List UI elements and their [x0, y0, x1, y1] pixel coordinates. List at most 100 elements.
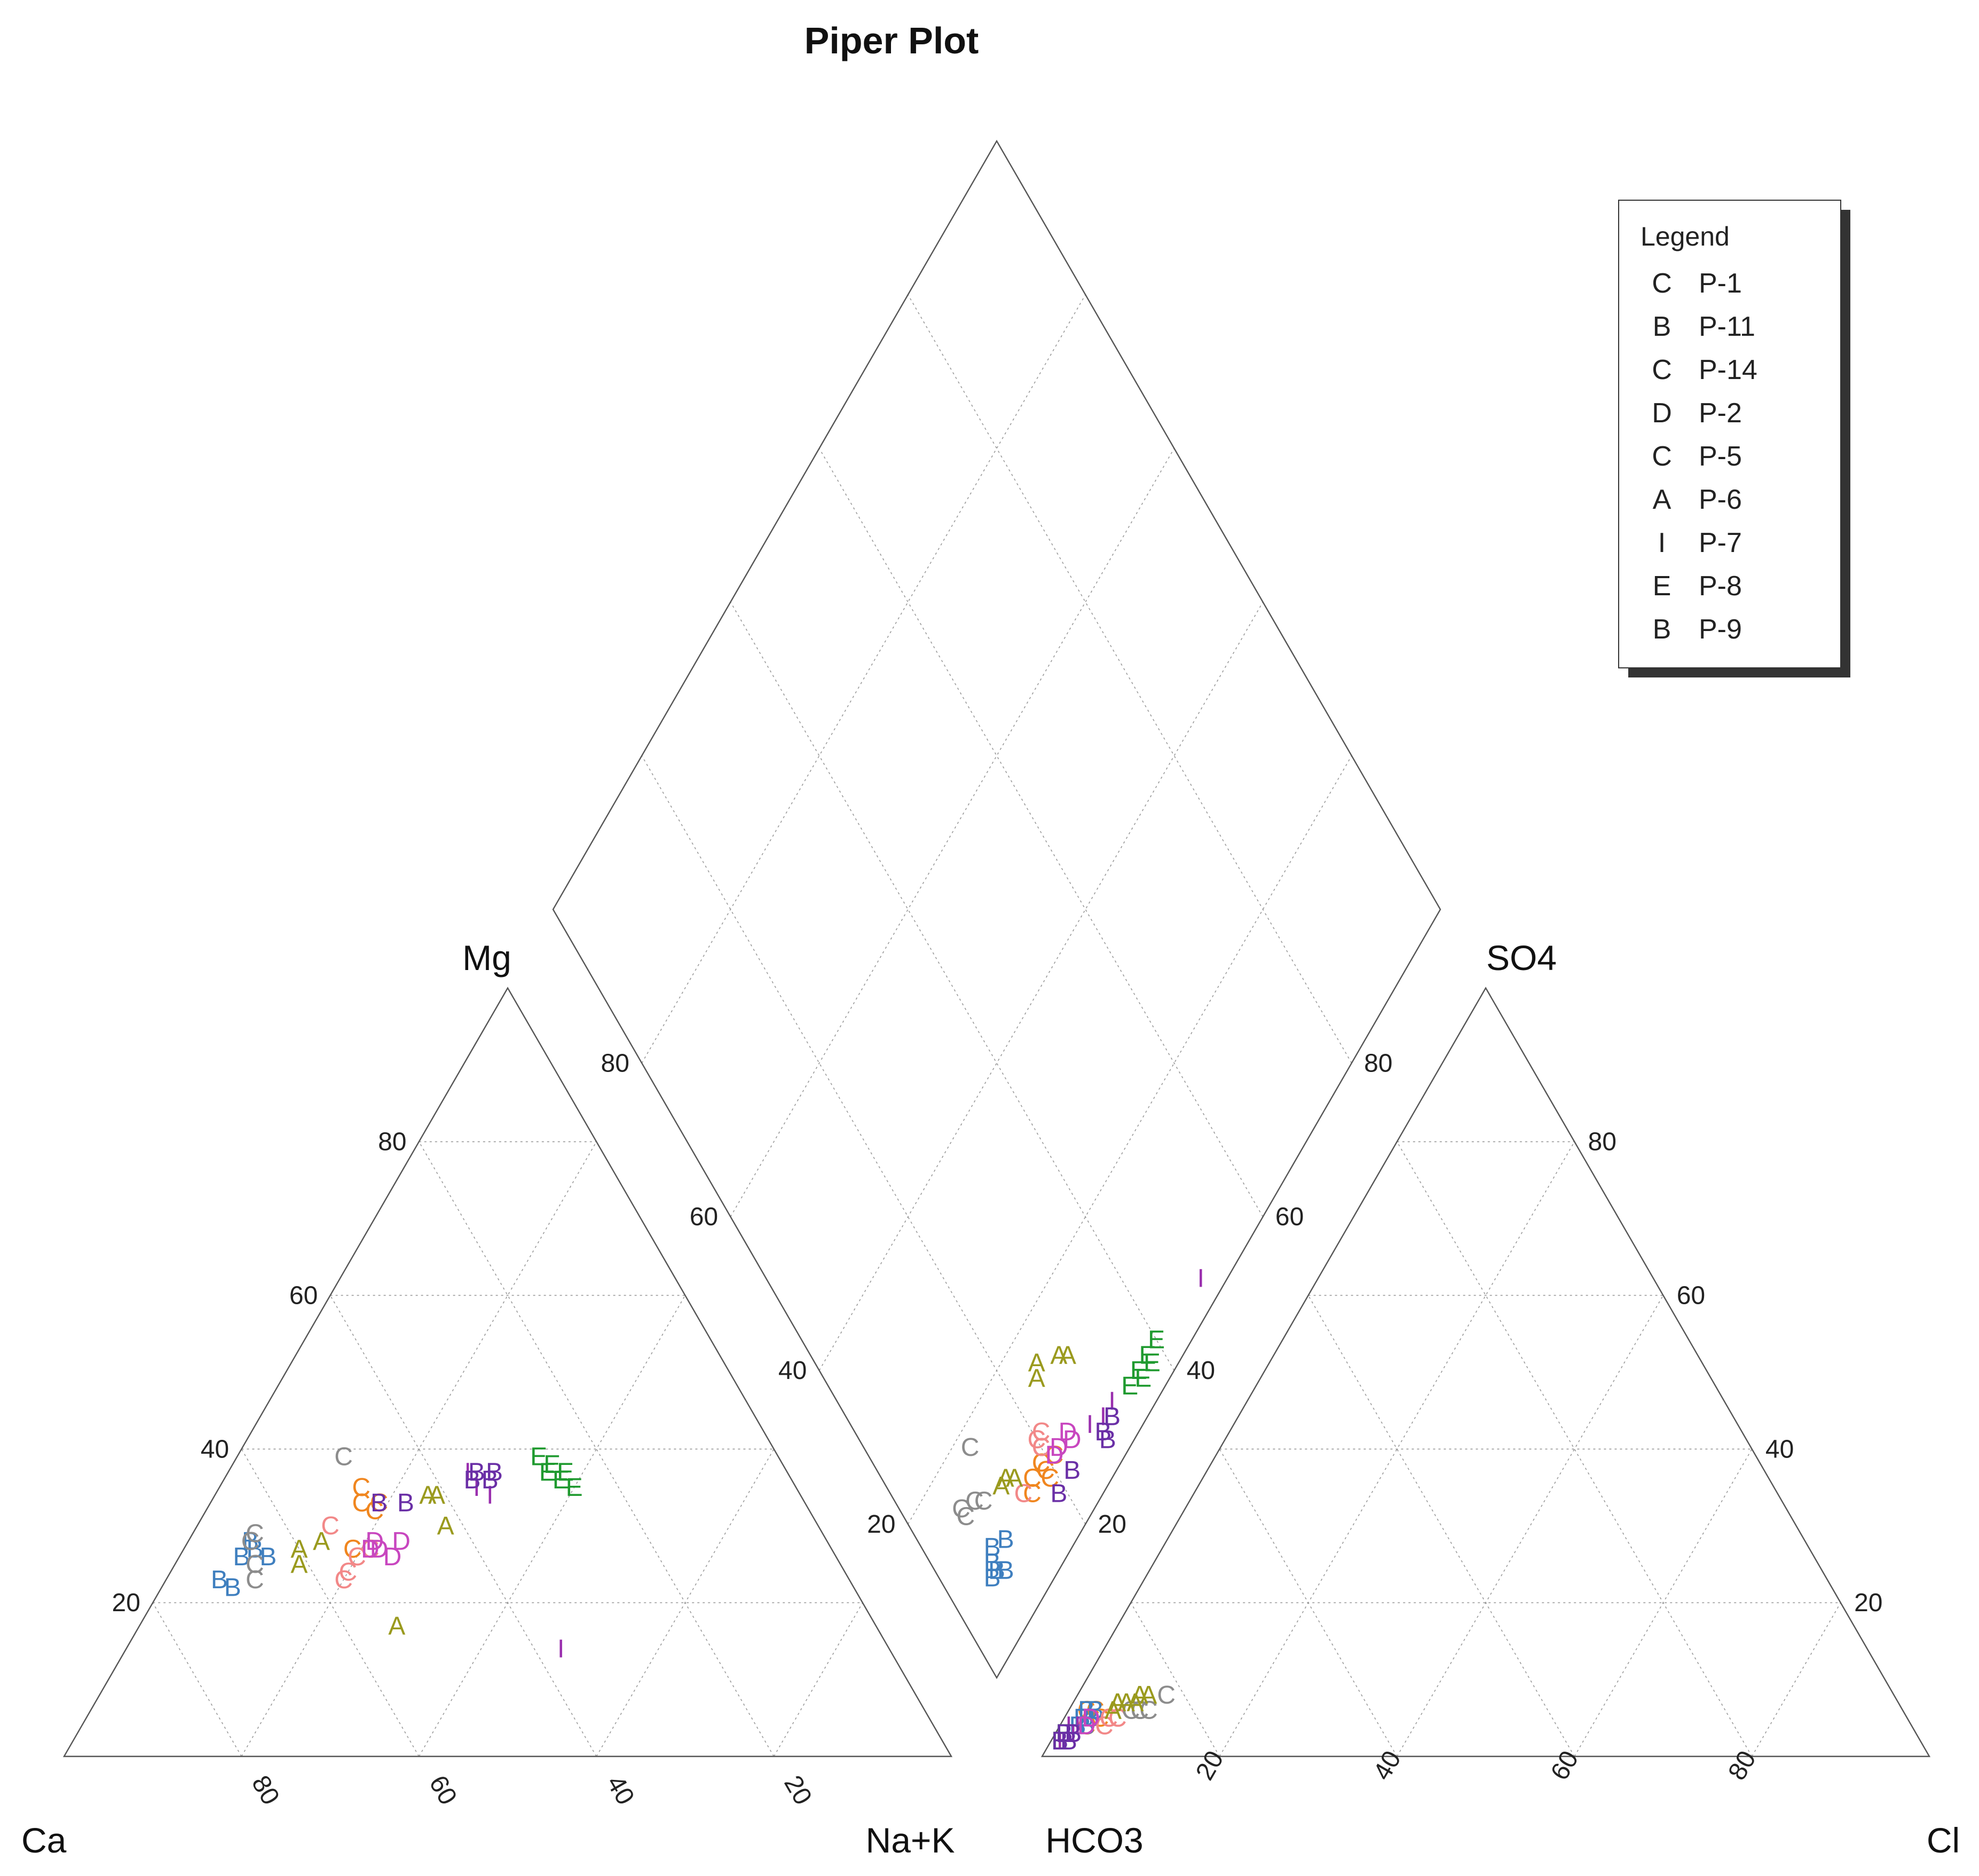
grid-line	[818, 602, 1264, 1371]
data-point-p-7: I	[486, 1481, 493, 1510]
legend: Legend C P-1 B P-11 C P-14 D P-2 C P-5 A P-6 I P-7 E P-…	[1618, 200, 1850, 677]
data-point-p-1: C	[1023, 1479, 1042, 1508]
data-point-p-14: C	[321, 1512, 340, 1540]
data-point-p-9: B	[1063, 1456, 1081, 1485]
data-point-p-9: B	[1050, 1479, 1067, 1508]
tick-diamond-right: 40	[1187, 1357, 1215, 1385]
data-point-p-1: C	[1077, 1712, 1096, 1740]
data-point-p-9: B	[468, 1458, 485, 1486]
data-point-p-11: B	[1082, 1704, 1099, 1732]
grid-line	[1397, 1295, 1664, 1757]
data-point-p-7: I	[1069, 1720, 1076, 1748]
data-point-p-2: D	[1082, 1704, 1100, 1732]
legend-entry: P-7	[1699, 527, 1742, 558]
data-point-p-11: B	[211, 1566, 228, 1594]
data-point-p-5: C	[241, 1527, 260, 1556]
data-point-p-14: C	[1099, 1704, 1118, 1732]
data-point-p-2: D	[1050, 1433, 1068, 1462]
grid-line	[419, 1141, 775, 1757]
data-point-p-6: A	[428, 1481, 445, 1510]
grid-line	[419, 1295, 686, 1757]
corner-label-ca: Ca	[21, 1820, 67, 1860]
data-point-p-7: I	[1108, 1388, 1115, 1416]
data-point-p-8: E	[530, 1443, 547, 1471]
data-point-p-9: B	[1065, 1720, 1082, 1748]
data-point-p-6: A	[1006, 1464, 1023, 1493]
grid-line	[1219, 1141, 1575, 1757]
data-point-p-1: C	[352, 1489, 370, 1517]
corner-label-so4: SO4	[1486, 938, 1557, 978]
data-point-p-11: B	[1074, 1704, 1091, 1732]
data-point-p-7: I	[557, 1635, 564, 1663]
legend-marker: C	[1652, 354, 1672, 385]
data-point-p-6: A	[997, 1464, 1014, 1493]
grid-line	[1219, 1448, 1398, 1757]
data-point-p-5: C	[1139, 1697, 1158, 1725]
data-point-p-8: E	[1051, 1727, 1068, 1755]
tick-diamond-left: 40	[778, 1357, 807, 1385]
chart-title: Piper Plot	[805, 20, 979, 61]
data-point-p-11: B	[1078, 1712, 1095, 1740]
data-point-p-5: C	[961, 1433, 980, 1462]
data-point-p-14: C	[1108, 1704, 1127, 1732]
data-points: CCCCCCCCCCCCCCCCCCBBBBBBBBBBBBBBBBBBCCCC…	[211, 1264, 1204, 1755]
data-point-p-1: C	[1082, 1704, 1100, 1732]
tick-mg: 40	[201, 1435, 229, 1463]
corner-label-nak: Na+K	[866, 1820, 955, 1860]
legend-marker: E	[1653, 571, 1671, 602]
data-point-p-8: E	[566, 1473, 583, 1502]
data-point-p-5: C	[974, 1487, 993, 1516]
data-point-p-9: B	[1103, 1402, 1121, 1431]
grid-line	[241, 1141, 597, 1757]
legend-marker: I	[1658, 527, 1666, 558]
data-point-p-14: C	[1032, 1433, 1051, 1462]
data-point-p-1: C	[1091, 1704, 1109, 1732]
data-point-p-9: B	[486, 1458, 503, 1486]
data-point-p-14: C	[361, 1535, 380, 1563]
data-point-p-1: C	[352, 1473, 370, 1502]
data-point-p-8: E	[543, 1451, 561, 1479]
data-point-p-9: B	[1103, 1402, 1121, 1431]
data-point-p-7: I	[1056, 1727, 1063, 1755]
data-point-p-7: I	[464, 1458, 471, 1486]
data-point-p-14: C	[1032, 1418, 1051, 1446]
data-point-p-2: D	[1082, 1704, 1100, 1732]
data-point-p-5: C	[246, 1520, 264, 1548]
tick-so4: 40	[1765, 1435, 1794, 1463]
tick-so4: 60	[1677, 1281, 1705, 1310]
data-point-p-8: E	[1056, 1720, 1073, 1748]
data-point-p-6: A	[1109, 1689, 1126, 1717]
data-point-p-9: B	[1099, 1426, 1116, 1454]
data-point-p-9: B	[1056, 1720, 1073, 1748]
tick-diamond-right: 60	[1275, 1203, 1304, 1231]
tick-diamond-left: 60	[690, 1203, 718, 1231]
data-point-p-11: B	[997, 1556, 1014, 1585]
anion-triangle	[1040, 987, 1931, 1757]
legend-marker: D	[1652, 398, 1672, 429]
grid-line	[641, 294, 1086, 1063]
data-point-p-11: B	[997, 1526, 1014, 1554]
data-point-p-6: A	[313, 1527, 330, 1556]
data-point-p-8: E	[1051, 1727, 1068, 1755]
data-point-p-11: B	[984, 1564, 1001, 1593]
data-point-p-8: E	[553, 1466, 570, 1494]
grid-line	[1307, 1295, 1575, 1757]
legend-box	[1618, 200, 1841, 668]
data-point-p-9: B	[1056, 1720, 1073, 1748]
corner-label-mg: Mg	[462, 938, 511, 978]
legend-entry: P-6	[1699, 484, 1742, 515]
data-point-p-1: C	[1082, 1704, 1100, 1732]
data-point-p-6: A	[1059, 1341, 1076, 1369]
data-point-p-14: C	[1014, 1479, 1033, 1508]
data-point-p-2: D	[361, 1535, 380, 1563]
data-point-p-2: D	[365, 1527, 384, 1556]
data-point-p-8: E	[557, 1458, 574, 1486]
legend-marker: B	[1653, 311, 1671, 342]
grid-lines	[152, 294, 1841, 1757]
legend-entry: P-8	[1699, 571, 1742, 602]
data-point-p-9: B	[397, 1489, 414, 1517]
plot-outlines	[62, 139, 1931, 1757]
data-point-p-6: A	[992, 1472, 1010, 1500]
legend-entry: P-1	[1699, 268, 1742, 299]
